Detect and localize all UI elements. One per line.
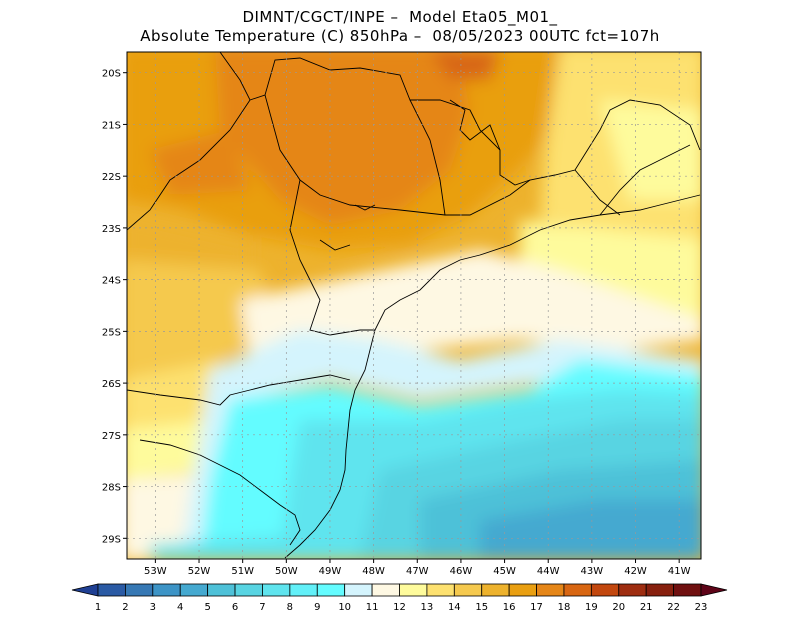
lat-tick-label: 28S xyxy=(102,483,121,494)
lon-tick-label: 51W xyxy=(231,566,254,577)
colorbar-label: 6 xyxy=(232,602,238,613)
lon-tick-label: 41W xyxy=(668,566,691,577)
colorbar-swatch xyxy=(289,583,318,597)
colorbar-swatch xyxy=(207,583,236,597)
colorbar-swatch xyxy=(316,583,346,597)
longitude-axis: 53W 52W 51W 50W 49W 48W 47W 46W 45W 44W 43W 42W 41W xyxy=(144,559,691,577)
lon-tick-label: 48W xyxy=(362,566,385,577)
colorbar-swatch xyxy=(152,583,181,597)
lon-tick-label: 47W xyxy=(406,566,429,577)
colorbar-label: 13 xyxy=(421,602,434,613)
colorbar-swatch xyxy=(508,583,537,597)
colorbar-label: 2 xyxy=(122,602,128,613)
colorbar-label: 18 xyxy=(558,602,571,613)
lat-tick-label: 23S xyxy=(102,224,121,235)
map-title-line2: Absolute Temperature (C) 850hPa – 08/05/… xyxy=(140,27,660,45)
colorbar-swatch xyxy=(645,583,674,597)
lat-tick-label: 21S xyxy=(102,120,121,131)
colorbar-label: 15 xyxy=(475,602,488,613)
lon-tick-label: 46W xyxy=(450,566,473,577)
colorbar-swatch xyxy=(618,583,647,597)
lon-tick-label: 49W xyxy=(319,566,342,577)
colorbar-label: 3 xyxy=(150,602,156,613)
lat-tick-label: 26S xyxy=(102,379,121,390)
colorbar-label: 16 xyxy=(503,602,516,613)
colorbar-label: 9 xyxy=(314,602,320,613)
colorbar-swatch xyxy=(481,583,510,597)
colorbar-swatch xyxy=(399,583,428,597)
lat-tick-label: 20S xyxy=(102,69,121,80)
colorbar-swatch xyxy=(426,583,455,597)
colorbar-label: 10 xyxy=(338,602,351,613)
colorbar-label: 4 xyxy=(177,602,183,613)
colorbar: 1 2 3 4 5 6 7 8 9 10 11 12 13 14 15 16 17 18 19 20 21 22 23 xyxy=(71,583,728,613)
colorbar-swatch xyxy=(536,583,565,597)
map-frame xyxy=(126,51,702,560)
lat-tick-label: 29S xyxy=(102,534,121,545)
colorbar-swatch xyxy=(179,583,209,597)
field-shading xyxy=(127,52,701,559)
colorbar-label: 12 xyxy=(393,602,406,613)
lon-tick-label: 43W xyxy=(581,566,604,577)
colorbar-label: 8 xyxy=(287,602,293,613)
colorbar-swatch xyxy=(262,583,291,597)
lon-tick-label: 44W xyxy=(537,566,560,577)
colorbar-swatch xyxy=(97,583,126,597)
colorbar-label: 20 xyxy=(612,602,625,613)
colorbar-swatch xyxy=(590,583,620,597)
colorbar-label: 5 xyxy=(204,602,210,613)
colorbar-label: 11 xyxy=(366,602,379,613)
colorbar-swatch xyxy=(371,583,400,597)
colorbar-swatch xyxy=(125,583,154,597)
grid-lines xyxy=(127,52,701,559)
colorbar-arrow-right xyxy=(700,583,728,597)
colorbar-label: 19 xyxy=(585,602,598,613)
lon-tick-label: 53W xyxy=(144,566,167,577)
colorbar-label: 7 xyxy=(259,602,265,613)
lon-tick-label: 45W xyxy=(493,566,516,577)
colorbar-swatch xyxy=(673,583,702,597)
colorbar-label: 23 xyxy=(695,602,708,613)
temperature-field xyxy=(127,52,701,559)
lat-tick-label: 24S xyxy=(102,276,121,287)
state-borders xyxy=(127,52,701,559)
lon-tick-label: 42W xyxy=(624,566,647,577)
lon-tick-label: 50W xyxy=(275,566,298,577)
colorbar-label: 21 xyxy=(640,602,653,613)
lat-tick-label: 22S xyxy=(102,172,121,183)
colorbar-label: 14 xyxy=(448,602,461,613)
colorbar-arrow-left xyxy=(71,583,99,597)
colorbar-label: 1 xyxy=(95,602,101,613)
colorbar-label: 22 xyxy=(667,602,680,613)
lat-tick-label: 27S xyxy=(102,431,121,442)
colorbar-swatch xyxy=(563,583,592,597)
lon-tick-label: 52W xyxy=(188,566,211,577)
latitude-axis: 20S 21S 22S 23S 24S 25S 26S 27S 28S 29S xyxy=(102,69,127,545)
colorbar-swatch xyxy=(344,583,373,597)
lat-tick-label: 25S xyxy=(102,327,121,338)
colorbar-swatch xyxy=(453,583,483,597)
map-title-line1: DIMNT/CGCT/INPE – Model Eta05_M01_ xyxy=(242,8,558,26)
colorbar-label: 17 xyxy=(530,602,543,613)
colorbar-swatch xyxy=(234,583,263,597)
